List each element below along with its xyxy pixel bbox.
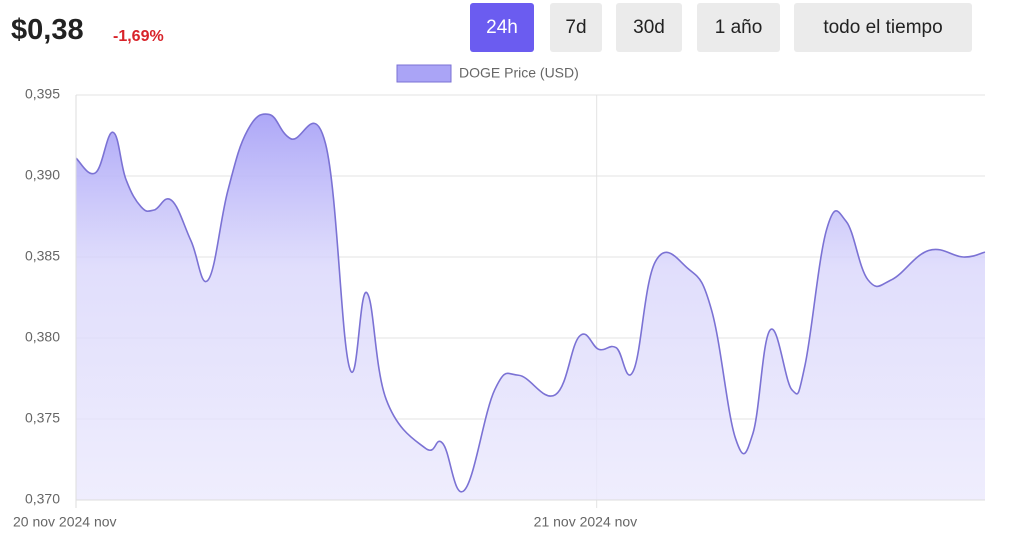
- x-tick-label: 21 nov 2024 nov: [534, 514, 638, 530]
- y-tick-label: 0,370: [25, 491, 60, 507]
- range-button[interactable]: 30d: [616, 3, 682, 52]
- y-tick-label: 0,380: [25, 329, 60, 345]
- price-change: -1,69%: [113, 28, 164, 45]
- range-button[interactable]: 24h: [470, 3, 534, 52]
- y-tick-label: 0,375: [25, 410, 60, 426]
- y-tick-label: 0,390: [25, 167, 60, 183]
- price: $0,38: [11, 14, 84, 46]
- range-button[interactable]: 7d: [550, 3, 602, 52]
- line: [75, 113, 986, 493]
- range-button[interactable]: 1 año: [697, 3, 780, 52]
- legend-label: DOGE Price (USD): [459, 65, 579, 81]
- legend-swatch: [396, 64, 452, 83]
- y-tick-label: 0,395: [25, 86, 60, 102]
- range-button[interactable]: todo el tiempo: [794, 3, 972, 52]
- x-tick-label: 20 nov 2024 nov: [13, 514, 117, 530]
- y-tick-label: 0,385: [25, 248, 60, 264]
- area: [76, 114, 985, 500]
